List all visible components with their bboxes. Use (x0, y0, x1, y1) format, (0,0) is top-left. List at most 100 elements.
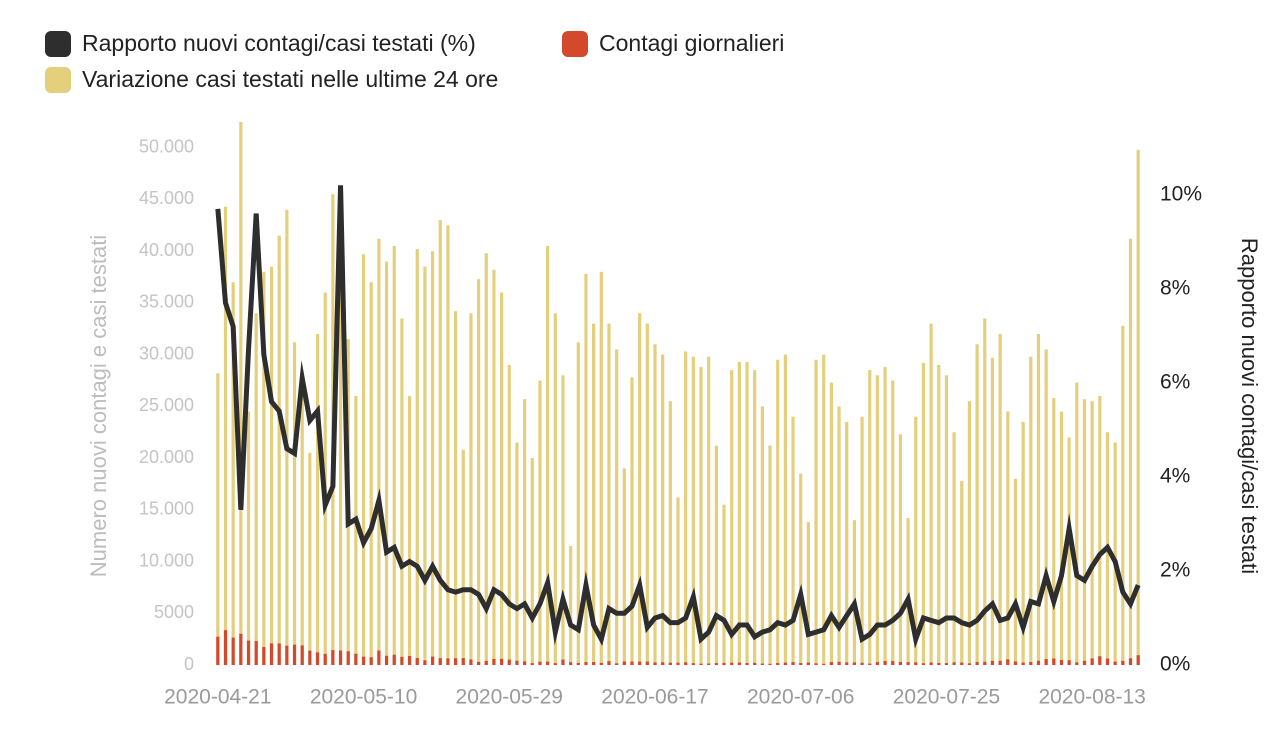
bar (1036, 333, 1041, 665)
y-tick-label: 15.000 (139, 499, 194, 519)
bar (438, 220, 442, 666)
x-tick-label: 2020-07-25 (893, 686, 1000, 709)
bar (384, 655, 389, 665)
bar (875, 375, 880, 665)
bar (592, 323, 596, 665)
y-tick-label: 0 (184, 654, 194, 674)
x-tick-label: 2020-04-21 (164, 686, 271, 709)
legend-swatch (45, 67, 71, 93)
bar (1082, 399, 1087, 665)
bar (484, 660, 488, 665)
bar (814, 359, 818, 665)
bar (561, 659, 565, 665)
y-tick-label: 50.000 (139, 136, 194, 156)
bar (699, 367, 703, 665)
bar (546, 661, 550, 665)
y2-tick-label: 2% (1160, 558, 1190, 581)
legend-label: Rapporto nuovi contagi/casi testati (%) (82, 30, 476, 56)
bar (392, 654, 396, 665)
bar (860, 662, 864, 665)
bar (523, 399, 527, 665)
bar (530, 663, 534, 665)
y2-axis-label: Rapporto nuovi contagi/casi testati (1237, 238, 1262, 574)
bar (277, 643, 281, 665)
bar (308, 650, 312, 665)
bar (707, 663, 711, 665)
bar (315, 652, 320, 665)
bar (1121, 325, 1125, 665)
bar (607, 323, 611, 665)
bar (615, 349, 619, 665)
bar (553, 313, 557, 665)
bar (883, 661, 887, 665)
bar (407, 396, 412, 665)
bar (377, 238, 381, 665)
bar (898, 661, 903, 665)
bar (377, 650, 381, 665)
bar (239, 121, 243, 665)
bar (845, 662, 849, 665)
bar (438, 658, 442, 665)
bar (1098, 656, 1102, 665)
bar (1029, 356, 1033, 665)
bar (530, 458, 534, 665)
bar (453, 311, 458, 665)
bar (998, 660, 1002, 665)
bar (653, 662, 657, 665)
bar (1075, 662, 1079, 665)
bar (1098, 396, 1102, 665)
bar (446, 658, 450, 665)
bar (223, 206, 228, 666)
bar (1036, 660, 1041, 665)
bar (323, 653, 327, 665)
bar (1021, 421, 1025, 665)
bar (1113, 442, 1117, 665)
bar (791, 416, 795, 665)
bar (1128, 238, 1133, 665)
bar (1082, 660, 1087, 665)
bar (231, 282, 235, 665)
bar (216, 373, 220, 665)
x-tick-label: 2020-06-17 (601, 686, 708, 709)
bar (753, 370, 757, 665)
bar (691, 356, 695, 665)
bar (1044, 659, 1048, 665)
x-tick-label: 2020-08-13 (1038, 686, 1145, 709)
bar (515, 660, 519, 665)
bar (1136, 655, 1140, 665)
bar (461, 449, 465, 665)
legend-label: Contagi giornalieri (599, 30, 784, 56)
bar (269, 266, 274, 665)
bar (1006, 659, 1010, 665)
bar (407, 655, 412, 665)
bar (538, 380, 542, 665)
bar (737, 361, 741, 665)
bar (1059, 660, 1064, 665)
x-tick-label: 2020-05-29 (456, 686, 563, 709)
bar (1044, 349, 1048, 665)
bar (914, 662, 918, 665)
bar (676, 662, 680, 665)
bar (515, 442, 519, 665)
bar (760, 663, 764, 665)
bar (300, 385, 304, 665)
bar (453, 658, 458, 665)
bar (1090, 401, 1094, 665)
bar (354, 396, 358, 665)
legend-swatch (45, 31, 71, 57)
bar (430, 656, 435, 665)
x-tick-label: 2020-05-10 (310, 686, 417, 709)
bar (737, 662, 741, 665)
bar (269, 643, 274, 665)
bar (875, 662, 880, 665)
bar (691, 663, 695, 665)
bar (622, 661, 626, 665)
bar (975, 344, 979, 665)
bar (576, 342, 580, 665)
bar (553, 663, 557, 665)
bar (829, 662, 833, 665)
bar (638, 313, 642, 665)
y-tick-label: 25.000 (139, 395, 194, 415)
bar (975, 661, 979, 665)
bar (277, 235, 281, 665)
